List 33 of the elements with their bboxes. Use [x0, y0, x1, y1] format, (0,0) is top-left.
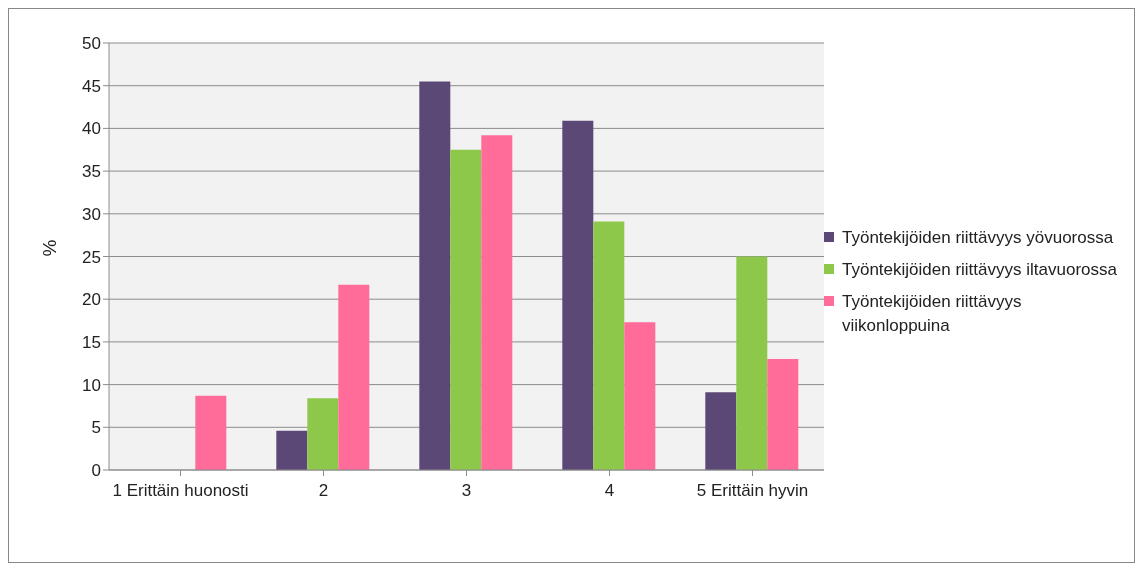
y-tick-label: 0 — [91, 461, 101, 481]
bar — [276, 430, 308, 470]
bar — [307, 398, 339, 470]
y-tick-label: 40 — [82, 119, 101, 139]
bar — [593, 221, 625, 470]
bar — [562, 120, 594, 470]
legend-label: Työntekijöiden riittävyys iltavuorossa — [842, 258, 1117, 281]
bar — [195, 395, 227, 470]
y-axis-title: % — [38, 239, 60, 257]
y-tick-label: 30 — [82, 204, 101, 224]
y-tick-label: 35 — [82, 162, 101, 182]
bar — [481, 135, 513, 470]
y-tick-label: 50 — [82, 34, 101, 54]
x-tick-label: 2 — [318, 481, 329, 501]
y-tick-label: 15 — [82, 332, 101, 352]
y-tick-label: 45 — [82, 76, 101, 96]
y-tick-label: 10 — [82, 375, 101, 395]
bar — [736, 256, 768, 470]
x-tick-label: 5 Erittäin hyvin — [696, 481, 809, 501]
x-tick-label: 1 Erittäin huonosti — [112, 481, 249, 501]
bar — [624, 322, 656, 470]
x-tick-label: 3 — [461, 481, 472, 501]
bar — [705, 392, 737, 470]
y-tick-label: 20 — [82, 290, 101, 310]
legend-label: Työntekijöiden riittävyys yövuorossa — [842, 226, 1114, 249]
y-tick-label: 25 — [82, 247, 101, 267]
bar — [767, 358, 799, 470]
y-tick-label: 5 — [91, 418, 101, 438]
bar — [338, 284, 370, 470]
bar — [450, 149, 482, 470]
bar — [419, 81, 451, 470]
legend-label: Työntekijöiden riittävyys viikonloppuina — [842, 290, 1023, 337]
x-tick-label: 4 — [604, 481, 615, 501]
